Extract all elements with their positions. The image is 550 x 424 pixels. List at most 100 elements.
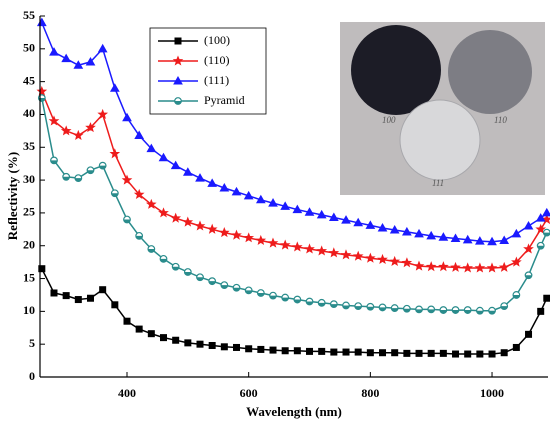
- marker: [544, 295, 550, 301]
- marker: [100, 287, 106, 293]
- marker: [74, 131, 82, 139]
- marker: [319, 348, 325, 354]
- marker: [136, 326, 142, 332]
- marker: [123, 114, 131, 121]
- marker: [99, 45, 107, 52]
- marker: [196, 222, 204, 230]
- marker: [427, 263, 435, 271]
- marker: [379, 255, 387, 263]
- marker: [538, 308, 544, 314]
- marker: [111, 84, 119, 91]
- legend-label: Pyramid: [204, 93, 245, 107]
- marker: [476, 264, 484, 272]
- y-tick-label: 25: [23, 205, 35, 219]
- marker: [208, 225, 216, 233]
- wafer-111: [400, 100, 480, 180]
- wafer-110: [448, 30, 532, 114]
- marker: [380, 350, 386, 356]
- marker: [184, 168, 192, 175]
- legend-label: (100): [204, 33, 230, 47]
- x-tick-label: 600: [240, 386, 258, 400]
- marker: [221, 344, 227, 350]
- marker: [233, 231, 241, 239]
- marker: [500, 236, 508, 243]
- marker: [306, 245, 314, 253]
- marker: [51, 290, 57, 296]
- marker: [293, 243, 301, 251]
- marker: [185, 340, 191, 346]
- marker: [465, 351, 471, 357]
- legend: (100)(110)(111)Pyramid: [150, 28, 266, 114]
- marker: [391, 257, 399, 265]
- marker: [355, 349, 361, 355]
- marker: [38, 87, 46, 95]
- y-axis-label: Reflectivity (%): [5, 152, 20, 240]
- marker: [513, 344, 519, 350]
- marker: [354, 252, 362, 260]
- y-tick-label: 35: [23, 139, 35, 153]
- marker: [270, 347, 276, 353]
- y-tick-label: 15: [23, 270, 35, 284]
- marker: [307, 348, 313, 354]
- marker: [172, 162, 180, 169]
- y-tick-label: 20: [23, 237, 35, 251]
- marker: [512, 230, 520, 237]
- marker: [342, 251, 350, 259]
- marker: [112, 302, 118, 308]
- inset-label: 110: [494, 115, 507, 125]
- marker: [245, 234, 253, 242]
- marker: [343, 349, 349, 355]
- marker: [404, 350, 410, 356]
- marker: [258, 346, 264, 352]
- marker: [416, 350, 422, 356]
- chart: Reflectivity (%) Wavelength (nm) 100 110…: [0, 0, 550, 424]
- y-tick-label: 0: [29, 369, 35, 383]
- marker: [501, 350, 507, 356]
- marker: [500, 263, 508, 271]
- inset-label: 111: [432, 178, 444, 188]
- marker: [63, 293, 69, 299]
- x-tick-label: 1000: [480, 386, 504, 400]
- y-tick-label: 5: [29, 336, 35, 350]
- marker: [403, 259, 411, 267]
- marker: [209, 342, 215, 348]
- inset-label: 100: [382, 115, 396, 125]
- marker: [489, 351, 495, 357]
- marker: [196, 174, 204, 181]
- marker: [331, 349, 337, 355]
- marker: [197, 341, 203, 347]
- marker: [62, 55, 70, 62]
- marker: [257, 236, 265, 244]
- x-axis-label: Wavelength (nm): [246, 404, 342, 419]
- marker: [184, 218, 192, 226]
- marker: [38, 19, 46, 26]
- series: [39, 266, 550, 357]
- marker: [488, 264, 496, 272]
- marker: [318, 247, 326, 255]
- marker: [294, 348, 300, 354]
- marker: [75, 297, 81, 303]
- y-tick-label: 40: [23, 106, 35, 120]
- marker: [246, 346, 252, 352]
- y-tick-label: 45: [23, 73, 35, 87]
- marker: [160, 209, 168, 217]
- marker: [269, 239, 277, 247]
- marker: [173, 337, 179, 343]
- marker: [124, 318, 130, 324]
- marker: [50, 48, 58, 55]
- marker: [111, 150, 119, 158]
- y-tick-label: 30: [23, 172, 35, 186]
- marker: [428, 350, 434, 356]
- marker: [87, 295, 93, 301]
- x-tick-label: 400: [118, 386, 136, 400]
- marker: [161, 335, 167, 341]
- marker: [464, 264, 472, 272]
- marker: [367, 350, 373, 356]
- marker: [526, 331, 532, 337]
- marker: [148, 331, 154, 337]
- legend-label: (111): [204, 73, 229, 87]
- marker: [330, 249, 338, 257]
- x-tick-label: 800: [361, 386, 379, 400]
- marker: [282, 348, 288, 354]
- marker: [234, 344, 240, 350]
